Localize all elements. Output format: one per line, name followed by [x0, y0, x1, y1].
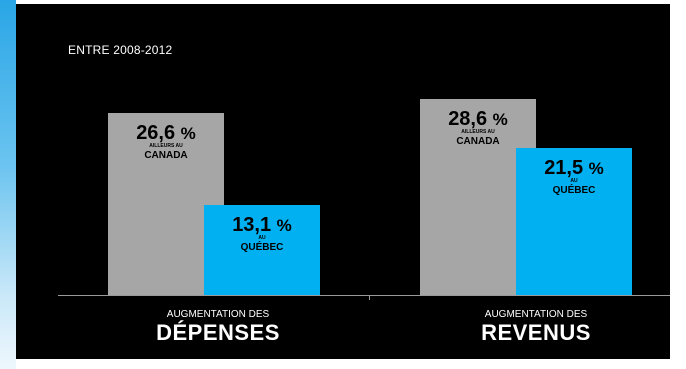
- category-label-small: AUGMENTATION DES: [484, 309, 588, 320]
- left-accent-band: [0, 0, 16, 369]
- series-label: CANADA: [456, 136, 500, 147]
- bar-value-unit: %: [276, 216, 292, 235]
- bar-value-label: 26,6 %: [126, 123, 206, 143]
- series-label-small: AU: [258, 235, 266, 241]
- bar-value-label: 28,6 %: [438, 109, 518, 129]
- x-axis-tick: [369, 295, 370, 300]
- bar-value-number: 21,5: [544, 157, 589, 179]
- bar-value-number: 13,1: [232, 214, 277, 236]
- bar-value-unit: %: [180, 124, 196, 143]
- series-label: QUÉBEC: [552, 185, 596, 196]
- bar-value-label: 13,1 %: [222, 215, 302, 235]
- bar: [516, 148, 632, 295]
- bar-value-number: 28,6: [448, 108, 493, 130]
- series-label: QUÉBEC: [240, 242, 284, 253]
- category-label-small: AUGMENTATION DES: [166, 309, 270, 320]
- period-label: ENTRE 2008-2012: [68, 43, 173, 57]
- series-label: CANADA: [144, 150, 188, 161]
- bottom-strip: [16, 359, 686, 369]
- bar-value-label: 21,5 %: [534, 158, 614, 178]
- category-label-big: DÉPENSES: [156, 320, 280, 345]
- bar-value-unit: %: [588, 159, 604, 178]
- x-axis-line: [58, 295, 670, 296]
- bar: [204, 205, 320, 295]
- category-label-big: REVENUS: [481, 320, 591, 345]
- bar-value-number: 26,6: [136, 122, 181, 144]
- series-label-small: AU: [570, 178, 578, 184]
- bar-value-unit: %: [492, 110, 508, 129]
- series-label-small: AILLEURS AU: [149, 143, 183, 149]
- series-label-small: AILLEURS AU: [461, 129, 495, 135]
